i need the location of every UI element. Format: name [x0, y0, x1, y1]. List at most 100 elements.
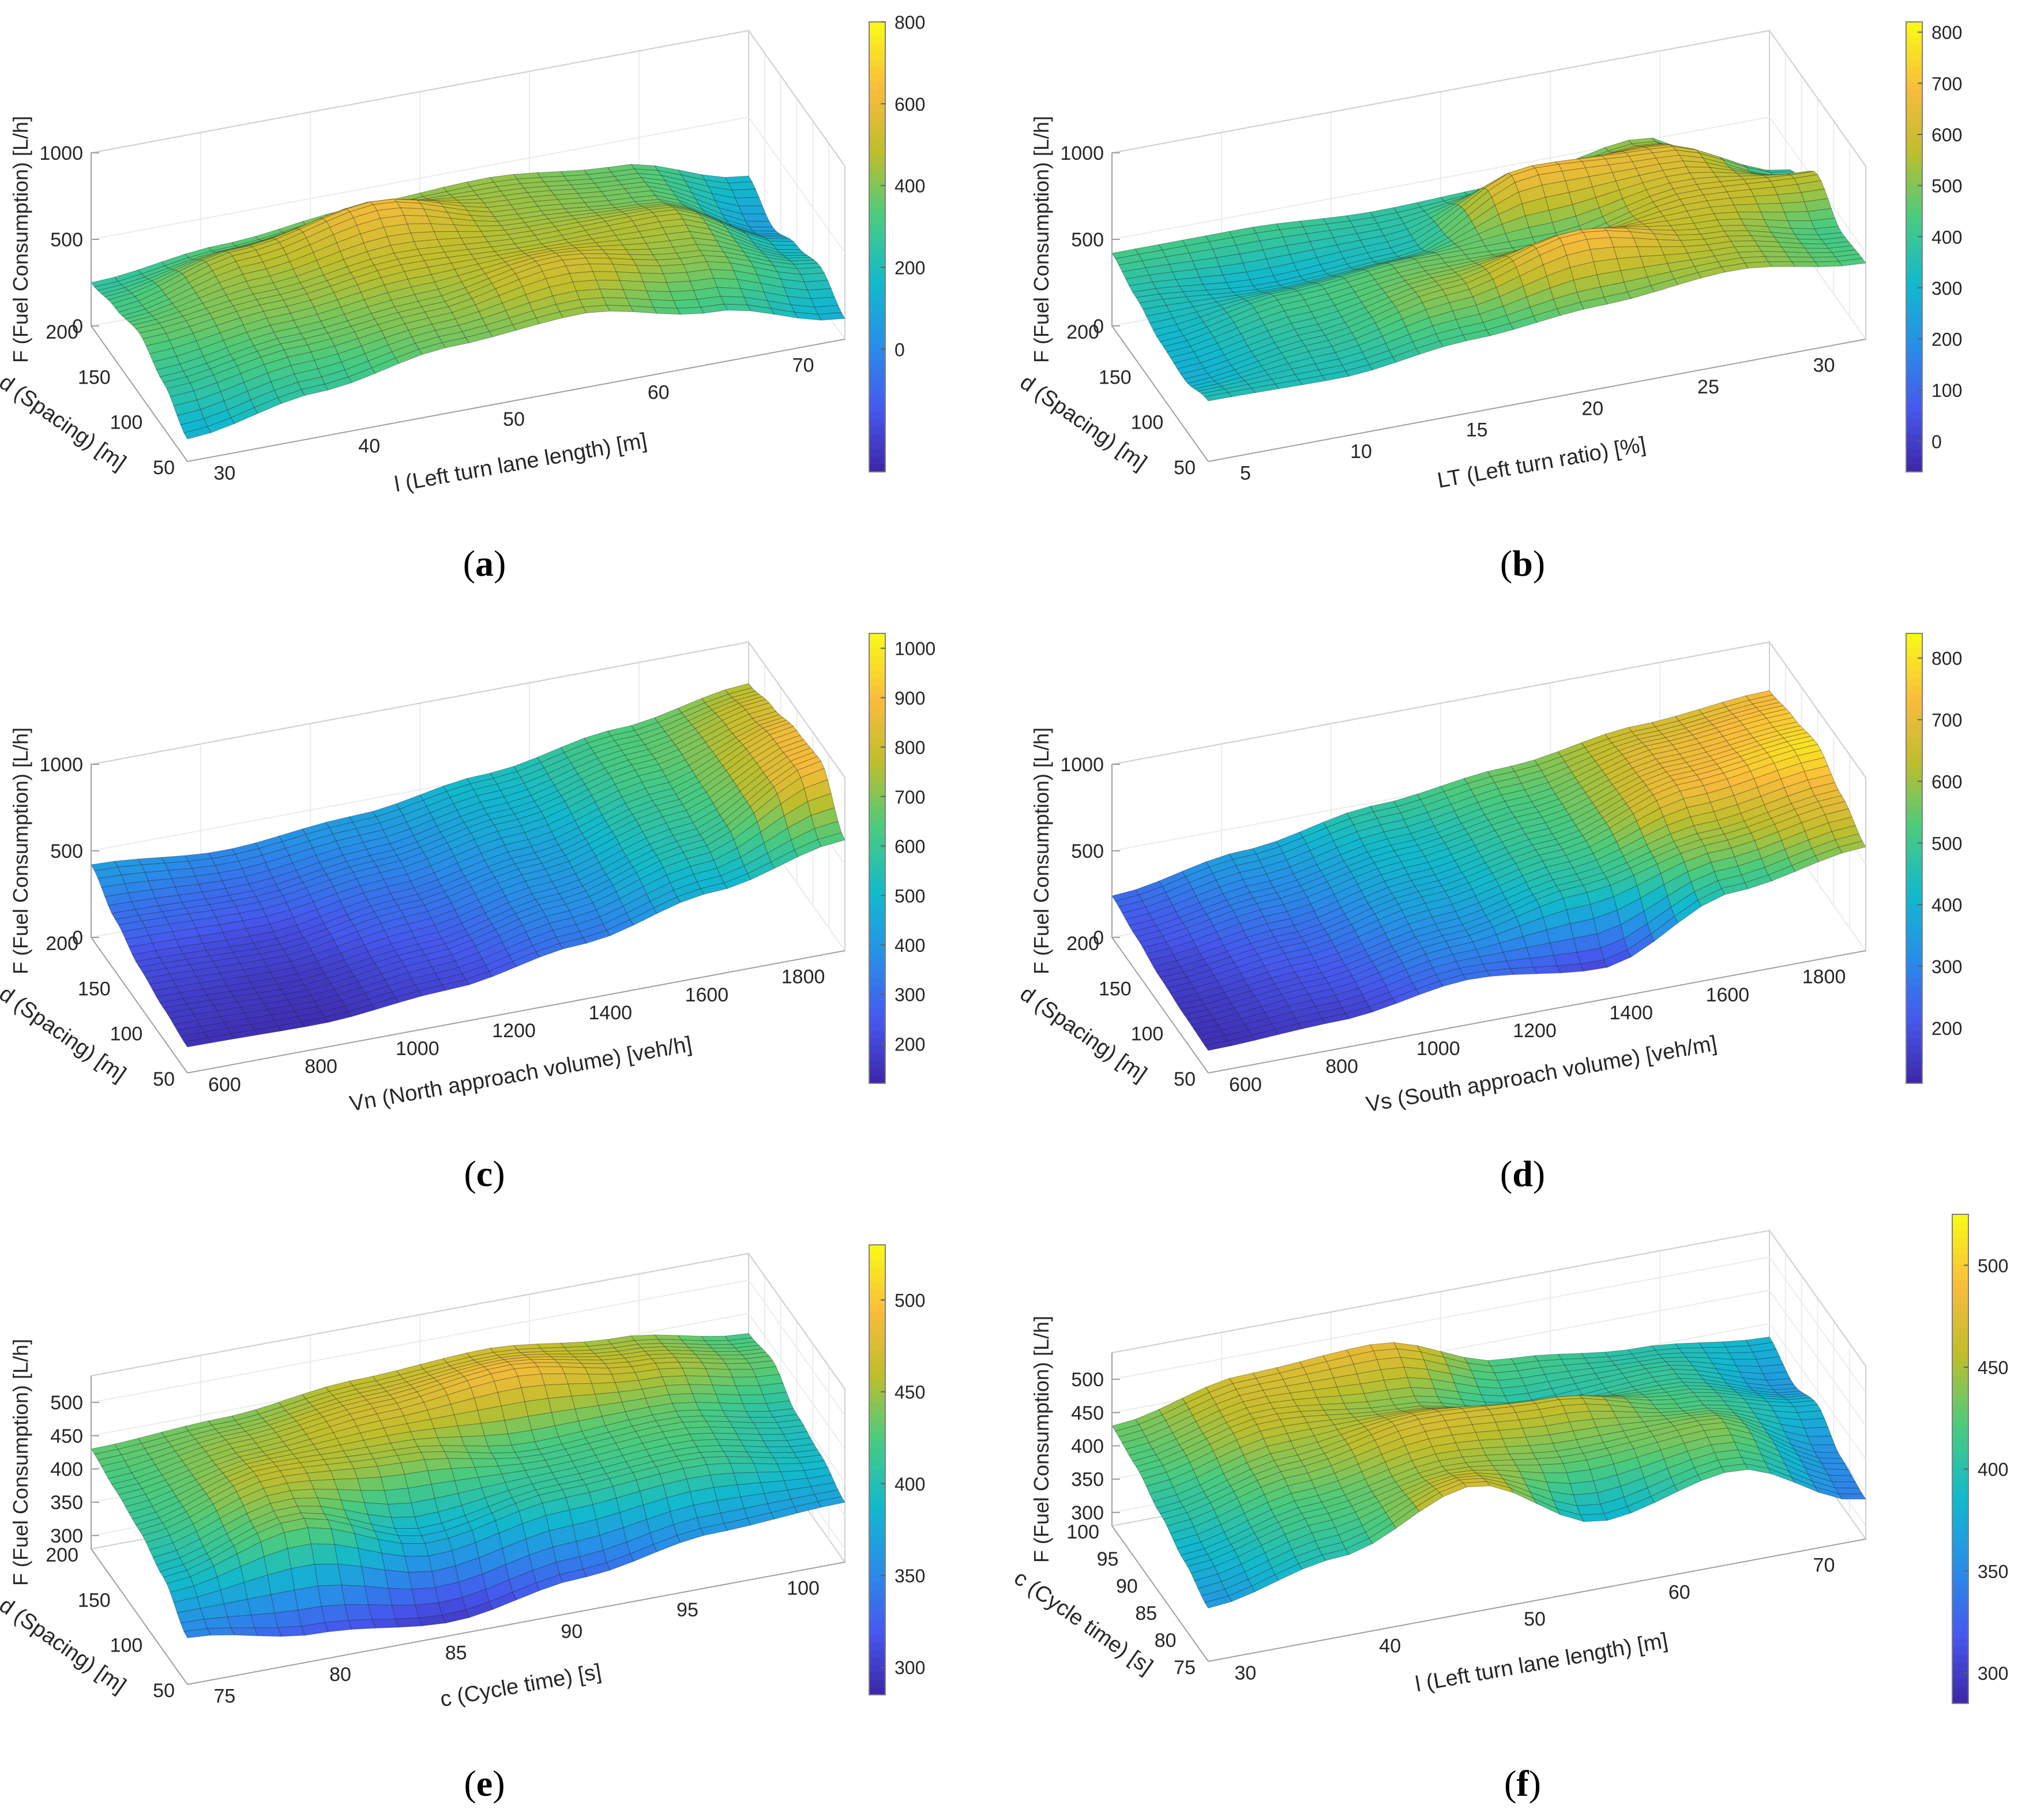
colorbar-segment [1906, 1001, 1922, 1009]
colorbar-segment [869, 813, 885, 821]
colorbar-segment [869, 1380, 885, 1388]
colorbar-segment [869, 1061, 885, 1069]
colorbar-segment [869, 1245, 885, 1253]
colorbar-segment [1906, 798, 1922, 806]
colorbar-segment [869, 843, 885, 851]
colorbar-segment [869, 671, 885, 679]
colorbar-segment [869, 1001, 885, 1009]
colorbar-segment [869, 1335, 885, 1343]
colorbar-segment [869, 299, 885, 307]
surface-facet [698, 1409, 727, 1417]
colorbar-segment [869, 374, 885, 382]
surface-facet [763, 1440, 791, 1447]
x-axis-label: l (Left turn lane length) [m] [393, 429, 649, 497]
surface-facet [537, 1366, 566, 1375]
colorbar-segment [869, 172, 885, 180]
colorbar-segment [869, 1552, 885, 1560]
x-tick-label: 70 [792, 355, 814, 377]
colorbar-segment [869, 1522, 885, 1530]
colorbar-segment [1906, 119, 1922, 127]
surface-facet [705, 1421, 734, 1428]
y-tick-label: 200 [1066, 321, 1099, 343]
colorbar-segment [869, 427, 885, 435]
surface-facet [250, 1612, 279, 1628]
colorbar-segment [869, 1417, 885, 1425]
colorbar-segment [1906, 464, 1922, 472]
colorbar-segment [869, 1410, 885, 1418]
surface-facet [742, 1403, 771, 1412]
colorbar-segment [869, 1515, 885, 1523]
colorbar-tick-label: 700 [895, 787, 925, 808]
colorbar-segment [869, 1365, 885, 1373]
surface-facet [437, 1436, 465, 1446]
surface-facet [723, 1451, 751, 1458]
surface-facet [1678, 1347, 1707, 1353]
colorbar-segment [869, 344, 885, 352]
colorbar-segment [1906, 239, 1922, 247]
colorbar-segment [1906, 187, 1922, 195]
y-tick-label: 100 [110, 1023, 143, 1045]
colorbar-tick-label: 600 [895, 836, 925, 857]
colorbar-segment [1906, 723, 1922, 731]
colorbar-segment [869, 933, 885, 941]
colorbar-segment [1906, 419, 1922, 427]
z-tick-label: 500 [50, 1392, 83, 1414]
colorbar-segment [869, 202, 885, 210]
y-tick-label: 150 [78, 366, 111, 388]
colorbar-segment [1906, 127, 1922, 135]
colorbar-segment [1906, 993, 1922, 1001]
surface-facet [341, 1585, 369, 1605]
colorbar-tick-label: 200 [895, 257, 925, 278]
surface-facet [738, 205, 766, 215]
colorbar-segment [869, 1470, 885, 1478]
colorbar-segment [869, 179, 885, 187]
surface-facet [718, 1354, 747, 1360]
colorbar-segment [869, 412, 885, 420]
colorbar-segment [869, 1008, 885, 1016]
colorbar-segment [869, 701, 885, 709]
colorbar-segment [869, 1665, 885, 1673]
surface-facet [672, 1402, 700, 1412]
colorbar-segment [869, 791, 885, 799]
surface-facet [1410, 1387, 1438, 1397]
surface-facet [388, 1588, 416, 1606]
colorbar-segment [869, 828, 885, 836]
colorbar-segment [869, 157, 885, 165]
surface-facet [1787, 256, 1816, 262]
surface-facet [1698, 1341, 1727, 1348]
colorbar-segment [869, 149, 885, 157]
surface-facet [360, 1489, 389, 1505]
surface-facet [206, 1627, 235, 1636]
colorbar-segment [1906, 1068, 1922, 1076]
surface-facet [1784, 211, 1812, 222]
colorbar-segment [1906, 299, 1922, 307]
colorbar-tick-label: 200 [895, 1034, 925, 1055]
x-tick-label: 60 [648, 381, 670, 403]
colorbar-segment [1906, 671, 1922, 679]
surface-facet [1509, 967, 1538, 975]
x-tick-label: 100 [787, 1578, 820, 1600]
colorbar-segment [869, 464, 885, 472]
colorbar-segment [1906, 918, 1922, 926]
surface-facet [692, 1393, 720, 1404]
surface-facet [596, 279, 624, 290]
surface-facet [750, 1457, 778, 1465]
colorbar-segment [1906, 1016, 1922, 1024]
surface-facet [685, 1375, 713, 1386]
surface-facet [1777, 192, 1805, 204]
surface-facet [1662, 1357, 1690, 1362]
colorbar-segment [1906, 746, 1922, 754]
surface-facet [807, 288, 835, 299]
x-tick-label: 600 [1229, 1074, 1262, 1095]
surface-facet [1480, 1394, 1509, 1404]
surface-facet [1784, 252, 1813, 258]
colorbar-tick-label: 1000 [895, 639, 935, 659]
surface-facet [314, 1563, 342, 1586]
colorbar-segment [869, 1575, 885, 1583]
colorbar-segment [869, 434, 885, 442]
surface-facet [230, 1627, 258, 1637]
surface-facet [1737, 211, 1765, 220]
colorbar-segment [869, 127, 885, 135]
surface-facet [1716, 218, 1745, 226]
